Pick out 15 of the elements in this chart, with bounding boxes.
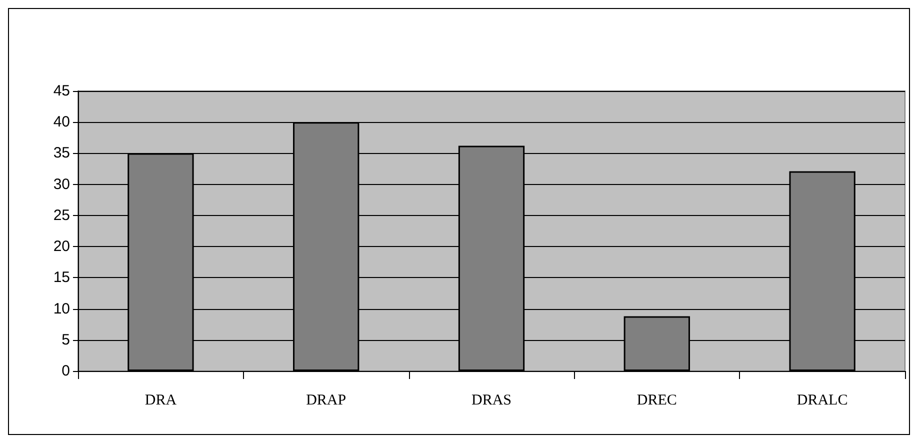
y-tick-label: 20 <box>53 238 70 256</box>
x-tick-label: DRAS <box>471 392 512 408</box>
y-tick-label: 35 <box>53 144 70 162</box>
y-tick-label: 30 <box>53 176 70 193</box>
y-tick-label: 40 <box>53 114 70 131</box>
x-tick-label: DREC <box>636 392 677 408</box>
y-tick-label: 10 <box>53 300 70 318</box>
x-tick-label: DRALC <box>796 392 848 408</box>
y-tick-label: 5 <box>62 331 70 348</box>
y-tick-label: 25 <box>53 206 70 224</box>
y-tick-label: 15 <box>53 269 70 286</box>
y-tick-label: 0 <box>62 362 70 380</box>
x-tick-label: DRA <box>144 392 177 408</box>
y-tick-label: 45 <box>53 82 70 100</box>
x-tick-label: DRAP <box>306 392 346 408</box>
